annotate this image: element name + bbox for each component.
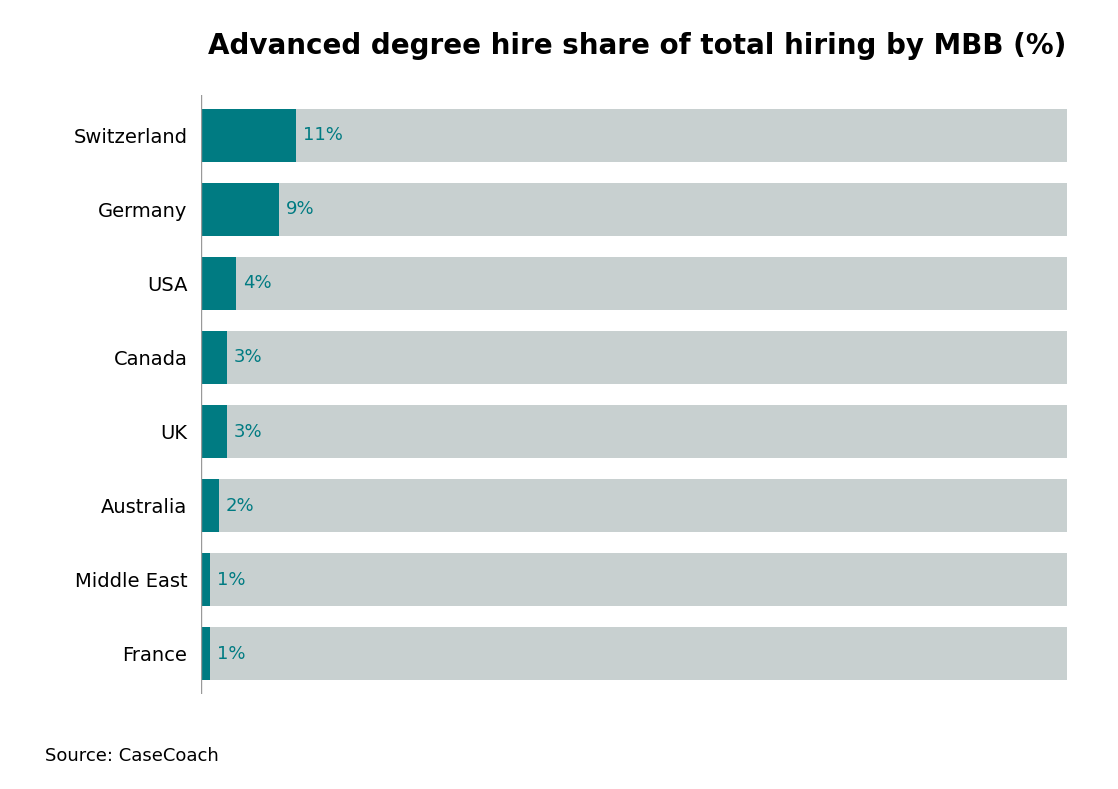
Bar (201, 479, 218, 533)
Bar (201, 331, 227, 384)
Bar (201, 553, 210, 606)
Text: 3%: 3% (234, 349, 263, 366)
Text: 2%: 2% (226, 496, 254, 514)
Text: 4%: 4% (243, 275, 272, 293)
Bar (201, 627, 1068, 680)
Text: 9%: 9% (286, 200, 315, 219)
Bar (201, 331, 1068, 384)
Bar (201, 553, 1068, 606)
Text: 1%: 1% (217, 570, 245, 589)
Bar (201, 627, 210, 680)
Bar (201, 109, 296, 162)
Bar (201, 405, 1068, 458)
Bar (201, 405, 227, 458)
Text: Advanced degree hire share of total hiring by MBB (%): Advanced degree hire share of total hiri… (208, 32, 1067, 59)
Bar (201, 183, 1068, 236)
Bar (201, 256, 236, 310)
Text: 3%: 3% (234, 423, 263, 440)
Bar (201, 183, 280, 236)
Bar (201, 479, 1068, 533)
Bar (201, 256, 1068, 310)
Text: 1%: 1% (217, 645, 245, 663)
Text: 11%: 11% (303, 126, 343, 144)
Bar (201, 109, 1068, 162)
Text: Source: CaseCoach: Source: CaseCoach (45, 747, 218, 765)
